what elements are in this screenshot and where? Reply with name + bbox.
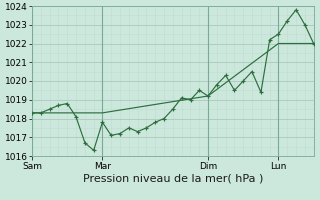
X-axis label: Pression niveau de la mer( hPa ): Pression niveau de la mer( hPa ) [83, 173, 263, 183]
